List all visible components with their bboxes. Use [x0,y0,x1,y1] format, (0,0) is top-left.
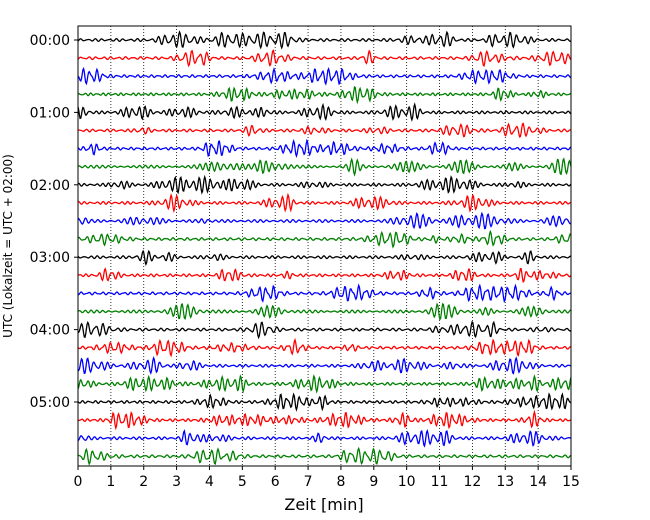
seismogram-trace [77,174,572,195]
seismogram-trace [77,446,572,466]
seismogram-trace [77,429,572,448]
seismogram-trace [77,30,571,50]
seismogram-trace [77,86,572,105]
x-tick-label: 8 [336,474,345,490]
x-tick-label: 3 [172,474,181,490]
seismogram-trace [77,122,571,138]
x-tick-label: 9 [369,474,378,490]
y-tick-label: 00:00 [30,33,70,49]
plot-frame [77,25,572,467]
seismogram-trace [77,320,572,340]
x-tick-label: 7 [304,474,313,490]
y-axis-label: UTC (Lokalzeit = UTC + 02:00) [1,154,15,338]
seismogram-trace [77,249,571,267]
seismogram-trace [77,302,571,322]
seismogram-trace [77,157,572,177]
x-tick-label: 1 [106,474,115,490]
seismogram-traces [77,30,572,466]
seismogram-trace [77,283,571,303]
seismogram-trace [77,138,572,159]
x-axis-label: Zeit [min] [284,495,363,514]
x-axis-ticks: 0 1 2 3 4 5 6 7 8 9 10 11 12 13 14 15 [74,466,580,490]
x-tick-label: 4 [205,474,214,490]
x-tick-label: 6 [271,474,280,490]
plot-background [78,26,571,466]
x-tick-label: 14 [529,474,547,490]
seismogram-trace [77,392,572,412]
seismogram-trace [77,374,572,394]
x-tick-label: 5 [238,474,247,490]
y-tick-label: 04:00 [30,323,70,339]
y-axis-ticks: 00:00 01:00 02:00 03:00 04:00 05:00 [30,33,78,411]
y-tick-label: 03:00 [30,250,70,266]
seismogram-trace [77,102,572,122]
x-tick-label: 13 [496,474,514,490]
seismogram-trace [77,192,572,214]
x-tick-label: 2 [139,474,148,490]
seismogram-trace [77,409,571,431]
y-tick-label: 02:00 [30,178,70,194]
seismogram-trace [77,337,571,358]
x-tick-label: 0 [74,474,83,490]
y-tick-label: 05:00 [30,395,70,411]
seismogram-trace [77,267,572,283]
seismogram-trace [77,66,572,86]
x-tick-label: 12 [463,474,481,490]
x-tick-label: 11 [431,474,449,490]
seismogram-trace [77,211,572,230]
x-tick-label: 10 [398,474,416,490]
seismogram-trace [77,356,571,375]
y-tick-label: 01:00 [30,105,70,121]
grid-lines [110,26,539,466]
x-tick-label: 15 [562,474,580,490]
seismogram-trace [77,229,572,249]
seismogram-trace [77,49,572,68]
